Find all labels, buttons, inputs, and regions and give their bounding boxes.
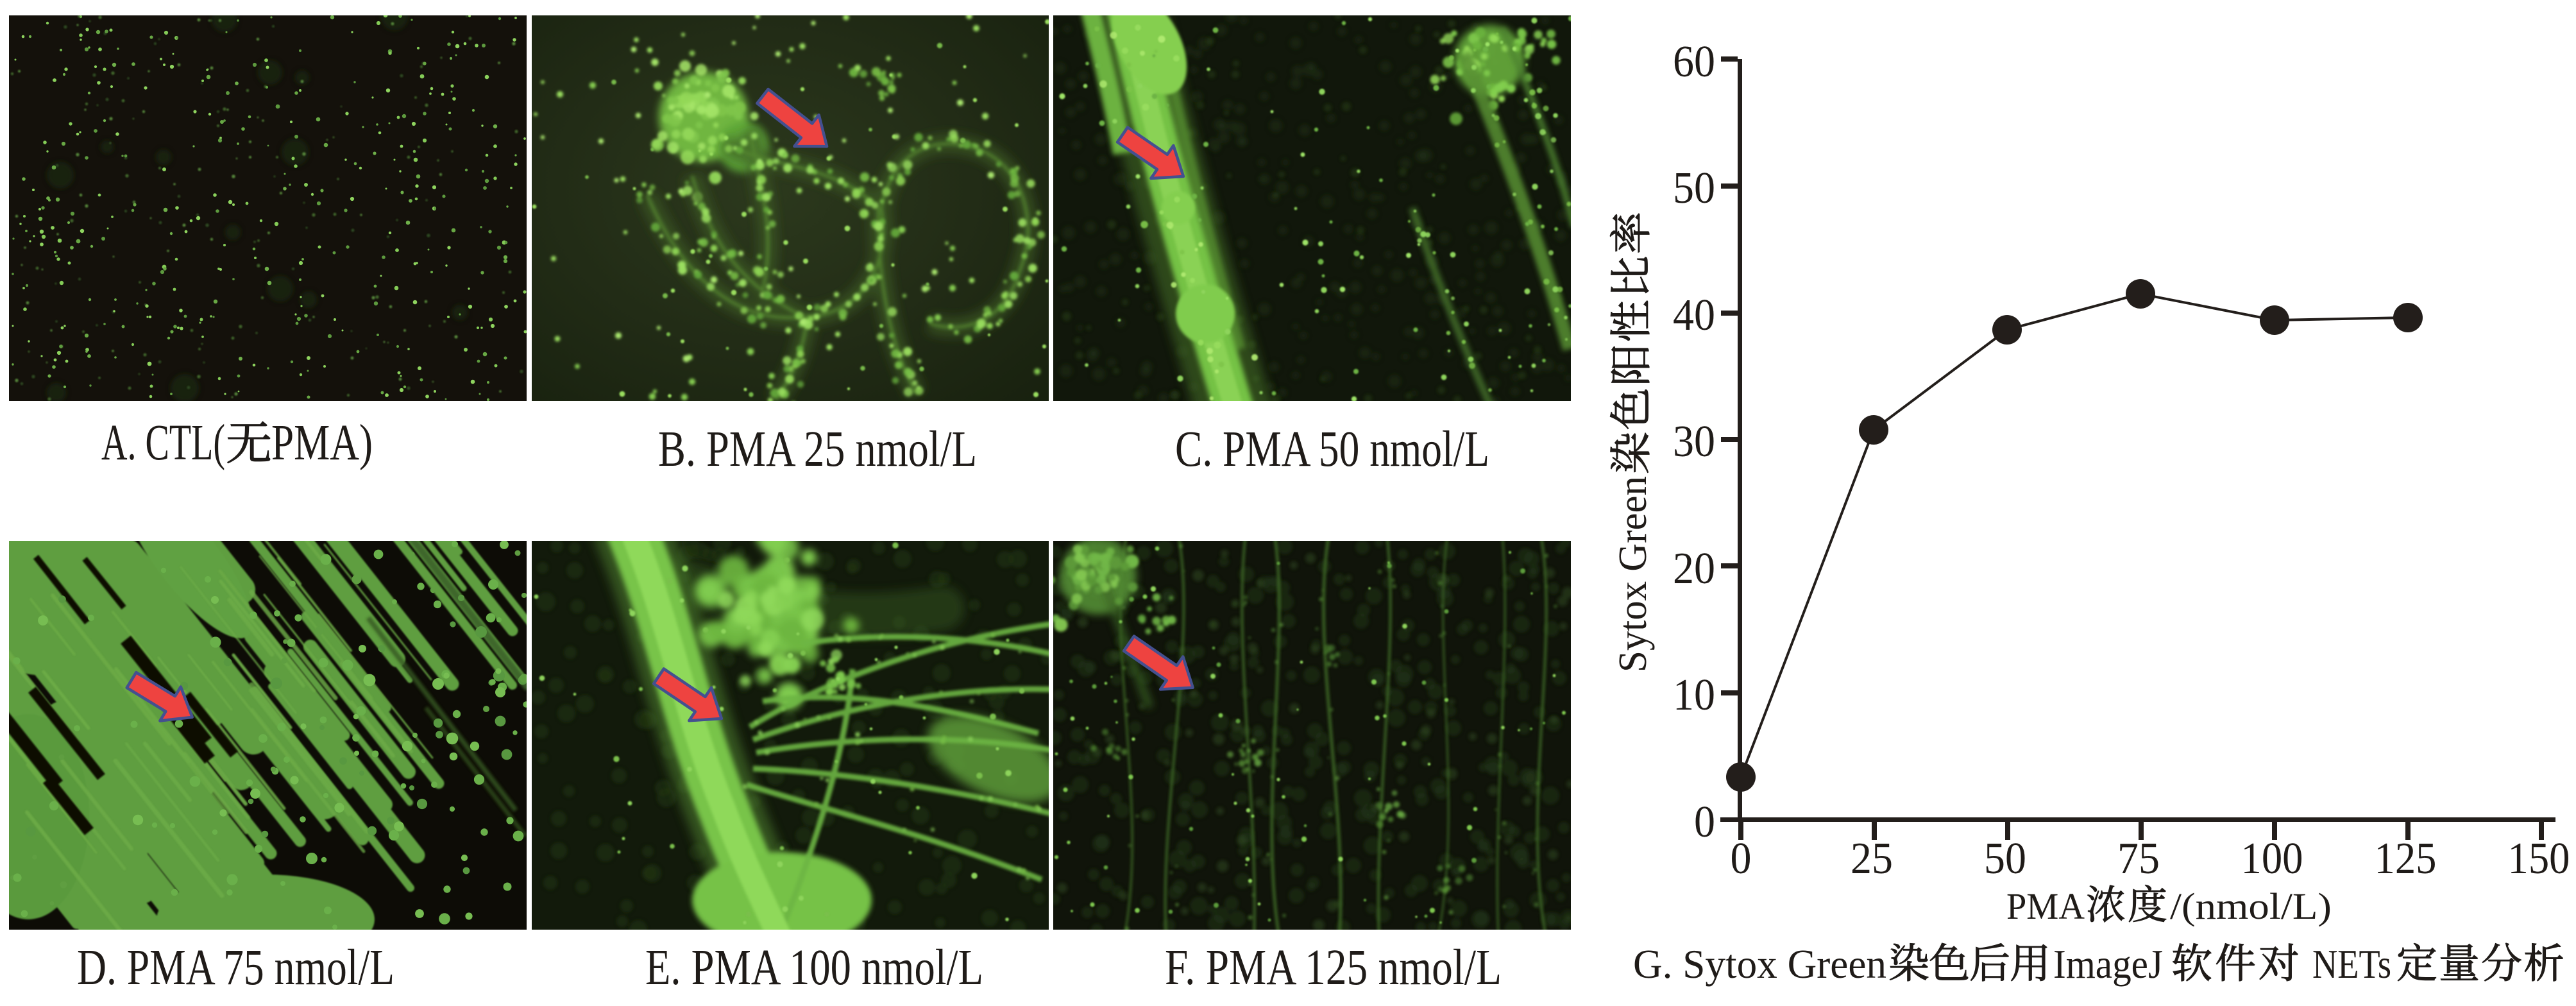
svg-text:PMA: PMA [2006, 885, 2085, 927]
svg-text:E. PMA 100 nmol/L: E. PMA 100 nmol/L [645, 940, 983, 996]
svg-text:NETs: NETs [2312, 941, 2391, 987]
svg-text:PMA): PMA) [271, 415, 373, 471]
svg-text:0: 0 [1694, 797, 1715, 847]
svg-text:20: 20 [1673, 544, 1715, 593]
svg-text:Sytox Green: Sytox Green [1611, 476, 1655, 672]
svg-text:B. PMA 25 nmol/L: B. PMA 25 nmol/L [658, 422, 977, 477]
svg-text:25: 25 [1851, 834, 1893, 883]
svg-text:D. PMA 75 nmol/L: D. PMA 75 nmol/L [77, 940, 394, 996]
svg-text:G. Sytox Green: G. Sytox Green [1633, 941, 1886, 987]
svg-text:F. PMA 125 nmol/L: F. PMA 125 nmol/L [1165, 940, 1502, 996]
svg-text:ImageJ: ImageJ [2053, 941, 2163, 987]
svg-text:10: 10 [1673, 670, 1715, 720]
svg-text:100: 100 [2241, 834, 2303, 883]
svg-text:150: 150 [2508, 834, 2570, 883]
svg-text:60: 60 [1673, 37, 1715, 87]
svg-text:50: 50 [1673, 164, 1715, 213]
svg-text:C. PMA 50 nmol/L: C. PMA 50 nmol/L [1175, 422, 1489, 477]
svg-text:A. CTL(: A. CTL( [101, 415, 225, 471]
svg-text:0: 0 [1731, 834, 1752, 883]
svg-text:40: 40 [1673, 291, 1715, 340]
svg-text:125: 125 [2375, 834, 2437, 883]
svg-text:75: 75 [2117, 834, 2160, 883]
svg-text:30: 30 [1673, 417, 1715, 466]
svg-text:/(nmol/L): /(nmol/L) [2170, 885, 2332, 927]
svg-text:50: 50 [1984, 834, 2026, 883]
